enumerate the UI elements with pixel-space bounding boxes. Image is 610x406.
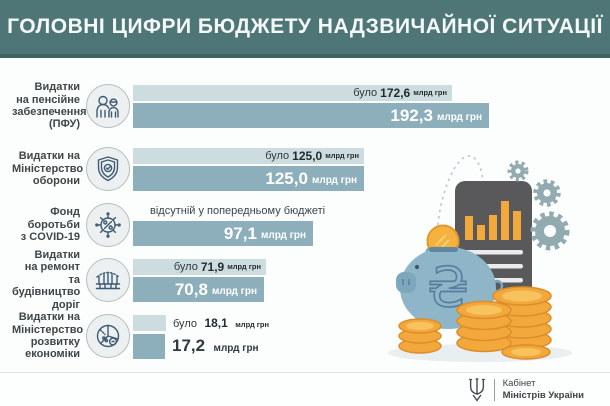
current-value: 17,2 <box>172 336 206 355</box>
previous-value-text: було 18,1 млрд грн <box>173 314 269 332</box>
current-value: 97,1 <box>223 224 257 243</box>
previous-unit: млрд грн <box>413 88 447 97</box>
row-covid-fund: Фонд боротьби з COVID-19 відсутній у поп… <box>12 202 532 248</box>
org-name-line2: Міністрів України <box>502 389 584 401</box>
bar-group: відсутній у попередньому бюджеті 97,1 мл… <box>133 204 325 246</box>
coin-stack-icon <box>398 286 552 360</box>
current-budget-bar <box>133 333 165 359</box>
virus-icon <box>86 203 130 247</box>
category-label: Видатки на Міністерство розвитку економі… <box>12 311 84 361</box>
bar-group: було 125,0 млрд грн 125,0 млрд грн <box>133 147 364 191</box>
current-unit: млрд грн <box>260 230 306 241</box>
piggy-bank-illustration: ₴ <box>388 155 572 362</box>
previous-value: 18,1 <box>204 315 228 330</box>
row-economy: Видатки на Міністерство розвитку економі… <box>12 311 532 361</box>
current-value: 125,0 <box>265 168 308 188</box>
row-pension: Видатки на пенсійне забезпечення (ПФУ) б… <box>12 81 532 131</box>
current-unit: млрд грн <box>213 343 259 354</box>
current-budget-bar: 192,3 млрд грн <box>133 102 489 128</box>
road-bridge-icon <box>86 258 130 302</box>
bar-group: було 18,1 млрд грн 17,2 млрд грн <box>133 314 269 359</box>
previous-value: 125,0 <box>292 148 323 163</box>
cabinet-of-ministers-brand: Кабінет Міністрів України <box>467 377 584 402</box>
category-label: Фонд боротьби з COVID-19 <box>20 206 80 244</box>
dotted-coin-path <box>436 155 484 239</box>
category-label: Видатки на пенсійне забезпечення (ПФУ) <box>12 81 87 131</box>
piggy-eye <box>414 264 420 270</box>
footer-bar: Кабінет Міністрів України <box>0 372 610 406</box>
coin-stack-left <box>398 318 442 354</box>
org-name-line1: Кабінет <box>502 377 536 389</box>
was-label: було <box>265 149 290 162</box>
previous-budget-bar <box>133 314 166 331</box>
previous-value: 172,6 <box>380 85 411 100</box>
coin-slot <box>429 247 458 252</box>
previous-unit: млрд грн <box>325 151 359 160</box>
previous-unit: млрд грн <box>235 319 270 329</box>
previous-budget-note: відсутній у попередньому бюджеті <box>150 205 326 217</box>
was-label: було <box>173 260 198 273</box>
page-title: ГОЛОВНІ ЦИФРИ БЮДЖЕТУ НАДЗВИЧАЙНОЇ СИТУА… <box>7 15 603 38</box>
brand-divider <box>493 378 495 401</box>
current-budget-bar: 70,8 млрд грн <box>133 276 264 302</box>
bar-group: було 71,9 млрд грн 70,8 млрд грн <box>133 258 266 302</box>
previous-budget-bar: було 172,6 млрд грн <box>133 84 452 101</box>
current-value: 192,3 <box>390 105 433 125</box>
current-budget-bar: 97,1 млрд грн <box>133 221 313 246</box>
header-banner: ГОЛОВНІ ЦИФРИ БЮДЖЕТУ НАДЗВИЧАЙНОЇ СИТУА… <box>0 0 610 58</box>
piggy-snout <box>396 272 416 293</box>
previous-unit: млрд грн <box>227 262 261 271</box>
was-label: було <box>353 86 378 99</box>
row-defense: Видатки на Міністерство оборони було 125… <box>12 146 532 192</box>
category-label: Видатки на ремонт та будівництво доріг <box>12 248 81 311</box>
previous-budget-bar: було 125,0 млрд грн <box>133 147 364 164</box>
was-label: було <box>173 317 197 330</box>
current-value: 70,8 <box>174 279 208 299</box>
coin-stack-middle <box>456 300 512 353</box>
current-unit: млрд грн <box>211 285 257 297</box>
trident-icon <box>468 378 485 402</box>
current-value-text: 17,2 млрд грн <box>172 336 259 356</box>
current-budget-bar: 125,0 млрд грн <box>133 165 364 191</box>
previous-budget-bar: було 71,9 млрд грн <box>133 258 266 275</box>
shield-check-icon <box>86 147 130 191</box>
economy-pie-icon <box>86 314 130 358</box>
bar-group: було 172,6 млрд грн 192,3 млрд грн <box>133 84 489 128</box>
gears-icon <box>507 160 570 251</box>
current-unit: млрд грн <box>436 111 482 123</box>
row-roads: Видатки на ремонт та будівництво доріг б… <box>12 249 532 311</box>
previous-value: 71,9 <box>200 259 225 274</box>
current-unit: млрд грн <box>311 174 357 186</box>
pensioners-icon <box>86 84 130 128</box>
category-label: Видатки на Міністерство оборони <box>12 150 84 188</box>
